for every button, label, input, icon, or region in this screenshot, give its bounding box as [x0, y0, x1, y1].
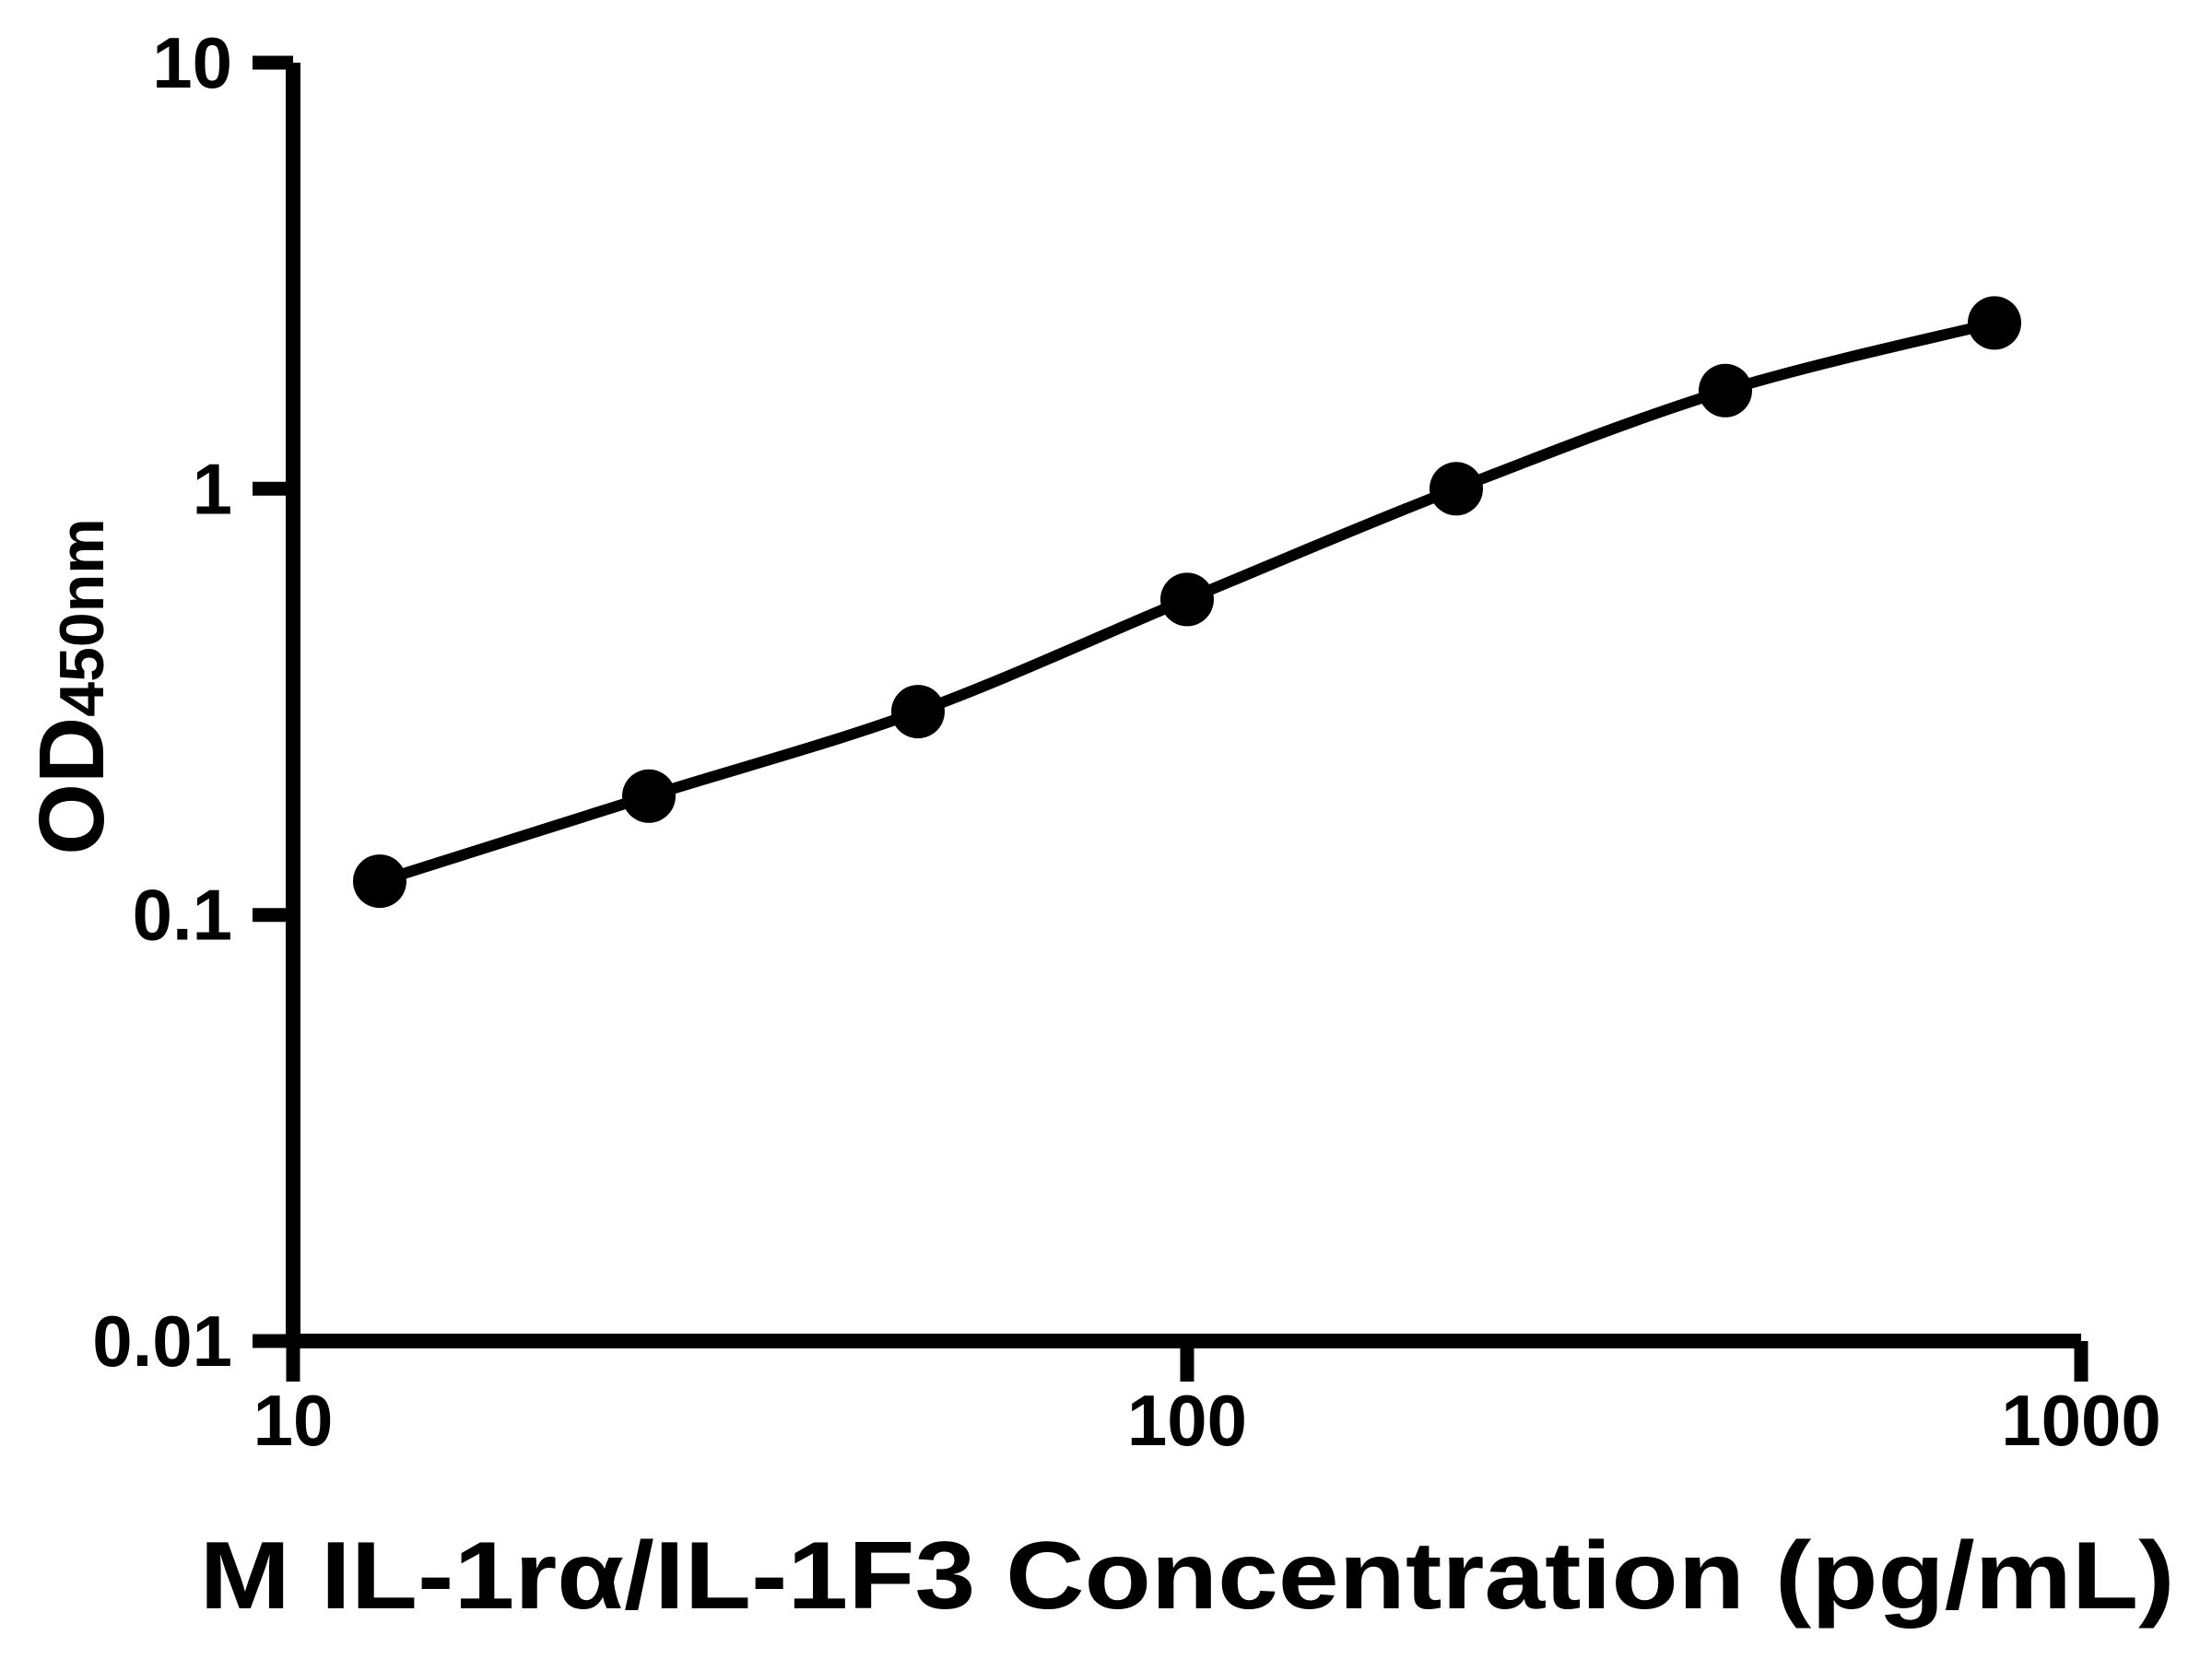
data-point-marker [622, 769, 676, 823]
y-axis-title-main: OD [20, 717, 124, 855]
data-point-marker [353, 854, 406, 909]
data-point-marker [1430, 462, 1483, 516]
axes [286, 63, 2081, 1348]
x-axis-tick-labels: 10 100 1000 [253, 1380, 2161, 1461]
x-axis-title: M IL-1rα/IL-1F3 Concentration (pg/mL) [200, 1523, 2175, 1630]
y-axis-title: OD450nm [20, 518, 124, 854]
y-tick-label: 0.01 [92, 1300, 232, 1382]
y-tick-label: 1 [193, 448, 232, 529]
data-point-marker [1160, 572, 1214, 627]
data-point-marker [1699, 363, 1752, 418]
x-tick-label: 100 [1127, 1380, 1247, 1461]
axis-ticks [253, 55, 2088, 1382]
data-points [353, 296, 2021, 909]
data-point-marker [1968, 296, 2021, 350]
y-axis-tick-labels: 0.01 0.1 1 10 [92, 22, 232, 1382]
x-tick-label: 10 [253, 1380, 334, 1461]
y-axis-title-subscript: 450nm [47, 518, 117, 716]
y-tick-label: 10 [152, 22, 232, 103]
y-tick-label: 0.1 [133, 875, 232, 956]
x-tick-label: 1000 [2001, 1380, 2161, 1461]
data-point-marker [891, 685, 945, 739]
